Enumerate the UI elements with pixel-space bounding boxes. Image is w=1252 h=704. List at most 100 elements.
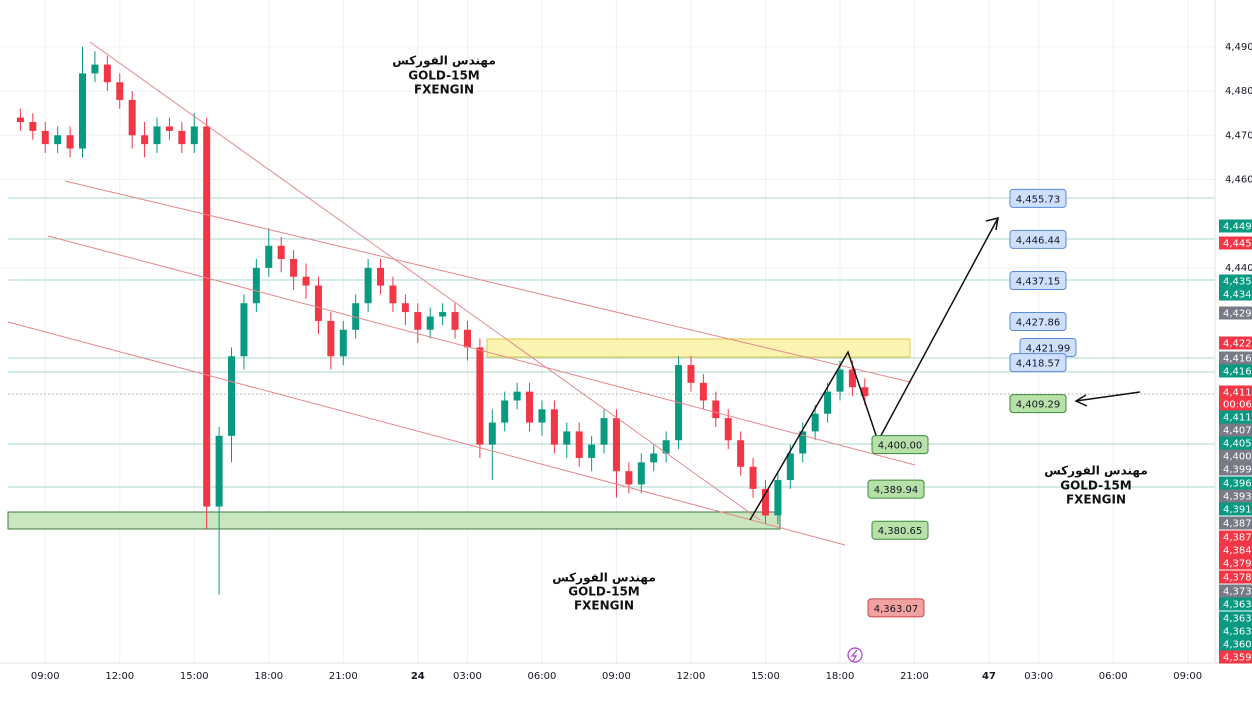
axis-price-label: 4,387.	[1223, 519, 1252, 530]
axis-price-tag	[1219, 584, 1252, 598]
y-tick-label: 4,470.	[1225, 130, 1252, 141]
candle-body	[16, 117, 24, 123]
candle-body	[141, 135, 149, 145]
watermark-line: GOLD-15M	[568, 585, 640, 599]
axis-price-tag	[1219, 502, 1252, 516]
axis-price-label: 4,393.	[1223, 492, 1252, 503]
candle-body	[538, 409, 546, 423]
candle-body	[116, 82, 124, 100]
axis-price-tag	[1219, 385, 1252, 399]
axis-price-tag	[1219, 570, 1252, 584]
axis-price-tag	[1219, 449, 1252, 463]
lightning-icon	[847, 647, 863, 663]
price-box-label: 4,455.73	[1016, 194, 1061, 205]
axis-price-label: 4,422.	[1223, 339, 1252, 350]
watermark-line: مهندس الفوركس	[1044, 464, 1148, 479]
candle-body	[699, 382, 707, 401]
candle-body	[215, 435, 223, 507]
candle-body	[41, 130, 49, 145]
candle-body	[414, 312, 422, 330]
price-box	[1009, 270, 1067, 290]
price-box-label: 4,427.86	[1016, 318, 1061, 329]
candle-body	[662, 440, 670, 454]
axis-price-tag	[1219, 436, 1252, 450]
candle-body	[637, 462, 645, 485]
axis-price-label: 4,387.	[1223, 533, 1252, 544]
price-boxes: 4,455.73 4,446.44 4,437.15 4,427.86 4,421.99…	[867, 188, 1077, 618]
axis-price-label: 4,379.	[1223, 559, 1252, 570]
candle-body	[54, 135, 62, 145]
axis-price-label: 4,405.	[1223, 439, 1252, 450]
x-tick-label: 09:00	[602, 671, 631, 682]
y-tick-label: 4,480.	[1225, 86, 1252, 97]
candle-body	[786, 453, 794, 481]
axis-price-tag	[1219, 351, 1252, 365]
x-tick-label: 15:00	[180, 671, 209, 682]
price-box-label: 4,421.99	[1026, 343, 1071, 354]
x-tick-label: 21:00	[329, 671, 358, 682]
axis-price-label: 4,378.	[1223, 573, 1252, 584]
candle-body	[128, 99, 136, 136]
price-box-label: 4,400.00	[878, 441, 923, 452]
candle-body	[588, 444, 596, 458]
price-box	[871, 520, 929, 540]
axis-price-tag	[1219, 476, 1252, 490]
axis-price-label: 4,396.	[1223, 479, 1252, 490]
candle-body	[290, 259, 298, 277]
y-tick-label: 4,460.	[1225, 174, 1252, 185]
price-box	[867, 479, 925, 499]
axis-price-tag	[1219, 543, 1252, 557]
axis-price-tag	[1219, 597, 1252, 611]
x-tick-label: 18:00	[826, 671, 855, 682]
axis-price-label: 4,411.	[1223, 413, 1252, 424]
axis-price-tag	[1219, 364, 1252, 378]
candle-body	[811, 413, 819, 432]
arrow-head	[985, 216, 999, 231]
candle-body	[29, 122, 37, 131]
axis-price-tag	[1219, 306, 1252, 320]
x-tick-label: 12:00	[677, 671, 706, 682]
candle-body	[277, 245, 285, 260]
candle-body	[389, 285, 397, 304]
axis-price-label: 4,360.	[1223, 640, 1252, 651]
watermark-line: GOLD-15M	[1060, 479, 1132, 493]
watermark-line: FXENGIN	[574, 599, 634, 613]
x-tick-label: 03:00	[1024, 671, 1053, 682]
candle-body	[240, 303, 248, 357]
candle-body	[265, 245, 273, 268]
price-box	[1009, 353, 1067, 373]
resistance-zone	[486, 338, 911, 358]
x-tick-label: 21:00	[900, 671, 929, 682]
candle-body	[252, 267, 260, 304]
y-tick-label: 4,490.	[1225, 42, 1252, 53]
axis-price-label: 4,391.	[1223, 505, 1252, 516]
axis-price-label: 4,363.	[1223, 600, 1252, 611]
candle-body	[563, 431, 571, 445]
axis-price-label: 4,429.	[1223, 309, 1252, 320]
candle-body	[848, 369, 856, 388]
x-tick-label: 06:00	[1099, 671, 1128, 682]
x-tick-label: 15:00	[751, 671, 780, 682]
x-tick-label: 03:00	[453, 671, 482, 682]
candle-body	[439, 312, 447, 317]
price-box	[867, 598, 925, 618]
trendline	[89, 41, 761, 521]
candle-body	[377, 267, 385, 286]
axis-price-tag	[1219, 462, 1252, 476]
price-box	[1009, 312, 1067, 332]
candle-body	[712, 400, 720, 419]
axis-price-label: 4,416.	[1223, 354, 1252, 365]
axis-price-label: 4,384.	[1223, 546, 1252, 557]
watermark-line: FXENGIN	[414, 83, 474, 97]
axis-price-label: 4,363.	[1223, 614, 1252, 625]
price-box-label: 4,437.15	[1016, 276, 1061, 287]
projection	[749, 216, 1141, 521]
price-box	[1009, 188, 1067, 208]
pointer-arrow	[1075, 391, 1141, 402]
axis-price-tag	[1219, 624, 1252, 638]
candle-body	[190, 126, 198, 145]
candle-body	[352, 303, 360, 330]
axis-price-tag	[1219, 236, 1252, 250]
axis-price-tag	[1219, 410, 1252, 424]
axis-price-label: 4,445.	[1223, 239, 1252, 250]
